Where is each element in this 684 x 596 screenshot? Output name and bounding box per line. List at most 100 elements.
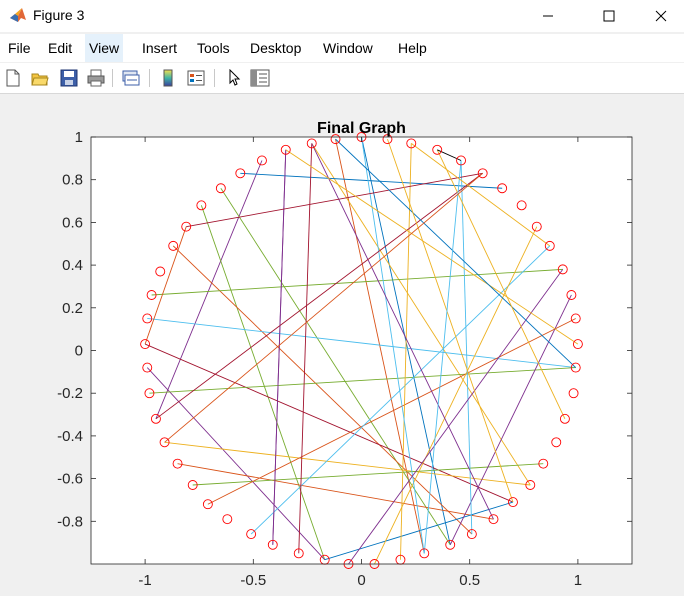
window-title: Figure 3 [33, 7, 85, 23]
graph-node [508, 497, 518, 508]
graph-node [222, 514, 233, 525]
y-tick-label: 0.2 [62, 300, 83, 317]
graph-node [544, 240, 555, 251]
graph-node [557, 264, 568, 275]
y-tick-label: -0.2 [57, 385, 83, 402]
menu-tools[interactable]: Tools [197, 40, 230, 56]
graph-edge [207, 318, 576, 505]
graph-edge [149, 367, 576, 394]
graph-edge [311, 143, 494, 520]
toolbar-separator [149, 69, 150, 87]
graph-node [432, 144, 443, 155]
pointer-icon [229, 69, 241, 86]
new-figure-button[interactable] [1, 66, 25, 90]
graph-edge [177, 463, 494, 520]
x-tick-label: -0.5 [240, 572, 266, 589]
graph-node [235, 168, 246, 179]
y-tick-label: 1 [75, 129, 83, 146]
x-tick-label: 1 [574, 572, 582, 589]
property-inspector-button[interactable] [248, 66, 272, 90]
graph-node [172, 458, 183, 469]
y-tick-label: 0.6 [62, 214, 83, 231]
graph-node [155, 266, 166, 277]
x-tick-label: -1 [138, 572, 151, 589]
graph-edge [172, 245, 473, 535]
graph-node [140, 339, 151, 350]
graph-node [477, 168, 488, 179]
open-file-icon [31, 73, 49, 86]
graph-node [466, 529, 477, 540]
graph-node [146, 290, 157, 300]
graph-plot[interactable]: -1 -0.5 0 0.5 1 1 0.8 0.6 0.4 0.2 0 -0.2 -0.4 -0.6 -0.… [0, 94, 684, 596]
graph-node [559, 413, 570, 424]
axis-ticks: -1 -0.5 0 0.5 1 1 0.8 0.6 0.4 0.2 0 -0.2 -0.4 -0.6 -0.… [57, 129, 632, 589]
title-bar: Figure 3 [0, 0, 684, 32]
graph-node [267, 539, 278, 550]
toolbar-separator [214, 69, 215, 87]
y-tick-label: -0.4 [57, 428, 83, 445]
save-button[interactable] [57, 66, 81, 90]
insert-colorbar-button[interactable] [156, 66, 180, 90]
menu-help[interactable]: Help [398, 40, 427, 56]
graph-node [497, 183, 508, 194]
maximize-icon [603, 10, 615, 22]
graph-edge [335, 138, 577, 368]
menu-window[interactable]: Window [323, 40, 373, 56]
graph-edge [144, 226, 187, 345]
insert-legend-icon [187, 70, 205, 86]
graph-edges [144, 136, 579, 565]
close-icon [655, 10, 667, 22]
edit-plot-button[interactable] [222, 66, 246, 90]
graph-node [142, 362, 153, 373]
menu-view[interactable]: View [85, 34, 124, 62]
graph-node [144, 388, 155, 399]
graph-node [159, 437, 170, 448]
property-inspector-icon [250, 69, 270, 87]
graph-node [531, 221, 542, 232]
graph-node [293, 548, 304, 559]
graph-node [246, 529, 257, 540]
graph-node [525, 480, 536, 490]
open-file-button[interactable] [28, 66, 52, 90]
graph-node [257, 155, 267, 166]
print-icon [87, 69, 105, 87]
graph-node [196, 200, 207, 211]
y-tick-label: 0.4 [62, 257, 83, 274]
graph-node [306, 138, 317, 149]
link-plot-icon [122, 70, 140, 86]
graph-nodes [140, 132, 583, 569]
graph-edge [411, 143, 551, 247]
graph-edge [164, 441, 531, 486]
menu-file[interactable]: File [8, 40, 31, 56]
menu-desktop[interactable]: Desktop [250, 40, 302, 56]
graph-node [142, 313, 153, 324]
menu-insert[interactable]: Insert [142, 40, 178, 56]
toolbar-separator [112, 69, 113, 87]
graph-node [382, 134, 393, 145]
print-button[interactable] [84, 66, 108, 90]
graph-edge [146, 367, 326, 561]
x-tick-label: 0 [357, 572, 365, 589]
graph-edge [155, 160, 263, 419]
graph-node [516, 200, 527, 211]
graph-edge [361, 136, 425, 554]
save-icon [60, 69, 78, 87]
menu-bar: File Edit View Insert Tools Desktop Wind… [0, 34, 684, 62]
graph-edge [335, 139, 425, 554]
insert-legend-button[interactable] [184, 66, 208, 90]
graph-node [419, 548, 430, 559]
minimize-button[interactable] [525, 0, 571, 32]
graph-edge [348, 269, 564, 565]
graph-node [488, 514, 499, 525]
menu-edit[interactable]: Edit [48, 40, 73, 56]
graph-edge [192, 463, 544, 486]
maximize-button[interactable] [586, 0, 632, 32]
graph-edge [147, 318, 576, 369]
link-plot-button[interactable] [119, 66, 143, 90]
graph-node [215, 183, 226, 194]
graph-node [330, 134, 341, 145]
graph-node [566, 290, 577, 300]
close-button[interactable] [638, 0, 684, 32]
graph-node [570, 313, 581, 324]
plot-title: Final Graph [317, 120, 406, 137]
